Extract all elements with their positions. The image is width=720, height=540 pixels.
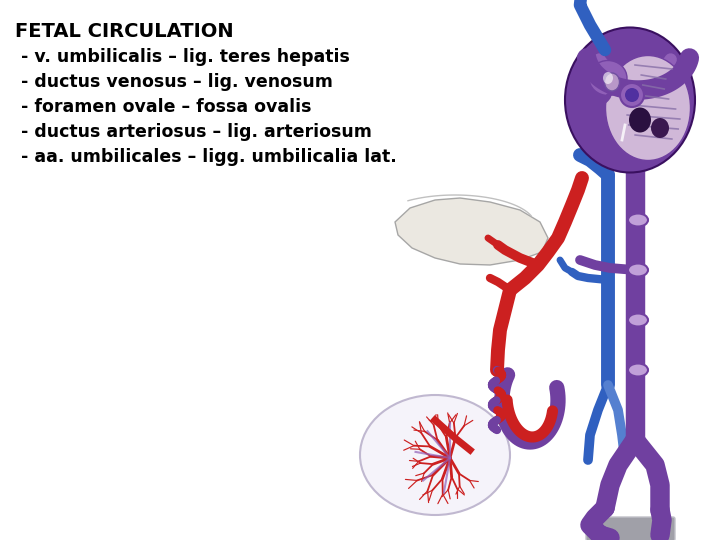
- Text: - ductus venosus – lig. venosum: - ductus venosus – lig. venosum: [15, 73, 333, 91]
- Ellipse shape: [628, 264, 648, 276]
- Circle shape: [625, 88, 639, 102]
- Text: - ductus arteriosus – lig. arteriosum: - ductus arteriosus – lig. arteriosum: [15, 123, 372, 141]
- Text: - foramen ovale – fossa ovalis: - foramen ovale – fossa ovalis: [15, 98, 312, 116]
- Text: - v. umbilicalis – lig. teres hepatis: - v. umbilicalis – lig. teres hepatis: [15, 48, 350, 66]
- Ellipse shape: [603, 72, 613, 84]
- Ellipse shape: [565, 28, 695, 172]
- Ellipse shape: [628, 363, 648, 376]
- Text: FETAL CIRCULATION: FETAL CIRCULATION: [15, 22, 233, 41]
- Ellipse shape: [628, 314, 648, 327]
- Text: - aa. umbilicales – ligg. umbilicalia lat.: - aa. umbilicales – ligg. umbilicalia la…: [15, 148, 397, 166]
- Ellipse shape: [589, 60, 627, 96]
- FancyBboxPatch shape: [586, 517, 675, 540]
- Circle shape: [620, 83, 644, 107]
- Ellipse shape: [605, 73, 619, 91]
- Polygon shape: [395, 198, 548, 265]
- Ellipse shape: [628, 213, 648, 226]
- Ellipse shape: [651, 118, 669, 138]
- Ellipse shape: [629, 107, 651, 132]
- Ellipse shape: [606, 56, 690, 160]
- Ellipse shape: [360, 395, 510, 515]
